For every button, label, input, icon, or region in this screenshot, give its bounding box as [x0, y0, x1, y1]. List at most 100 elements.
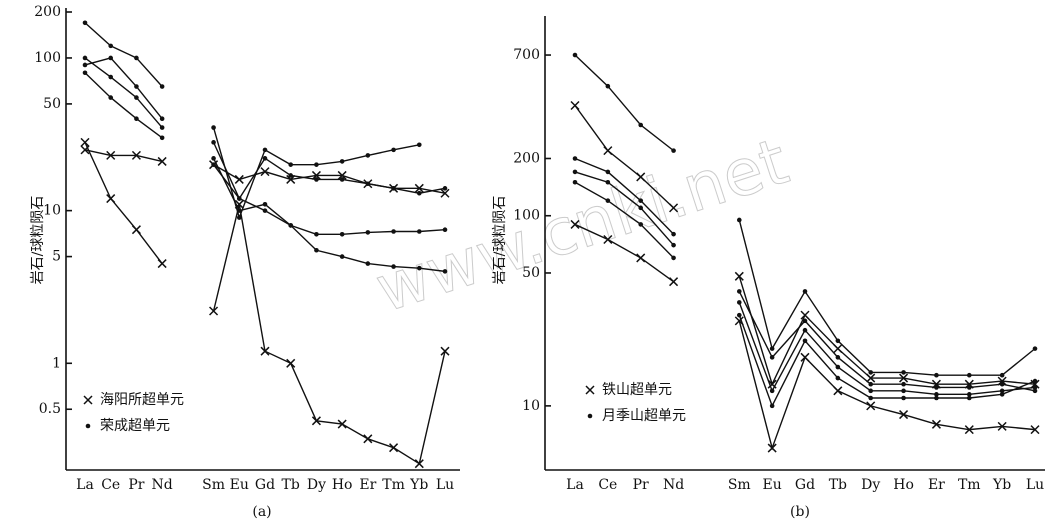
x-marker [83, 395, 93, 405]
dot-marker [868, 370, 874, 375]
dot-marker [966, 372, 972, 378]
series-line [574, 157, 1036, 392]
x-marker [234, 174, 244, 184]
x-marker [311, 416, 321, 426]
dot-marker [314, 231, 319, 237]
x-marker [866, 373, 876, 383]
x-stroke [636, 172, 646, 182]
dot-marker [901, 381, 906, 387]
x-stroke [414, 183, 424, 193]
dot-marker [802, 327, 808, 333]
dot-marker [391, 147, 396, 153]
dot-marker [391, 229, 396, 234]
x-tick-label: Eu [763, 477, 782, 493]
x-marker [209, 306, 219, 316]
x-stroke [570, 219, 580, 229]
x-stroke [603, 234, 613, 245]
dot-marker [108, 43, 114, 49]
x-tick-label: Yb [992, 477, 1011, 493]
dot-marker [769, 388, 775, 394]
x-tick-label: Lu [436, 477, 454, 493]
x-marker [311, 170, 321, 180]
x-stroke [899, 410, 909, 420]
x-marker [80, 145, 90, 155]
x-tick-label: Sm [728, 477, 751, 493]
dot-marker [572, 179, 578, 185]
x-marker [767, 443, 777, 453]
x-stroke [767, 443, 777, 453]
dot-marker [736, 217, 742, 223]
dot-marker [134, 84, 139, 89]
x-marker [389, 443, 399, 453]
x-marker [440, 346, 450, 356]
x-marker [636, 172, 646, 182]
dot-marker [442, 186, 448, 191]
x-marker [585, 385, 595, 395]
dot-marker [85, 423, 91, 429]
x-marker [997, 376, 1007, 386]
x-marker [260, 167, 270, 177]
dot-marker [339, 254, 345, 259]
dot-marker [391, 186, 396, 191]
dot-marker [769, 355, 775, 360]
x-tick-label: Nd [152, 477, 173, 493]
x-marker [866, 401, 876, 411]
dot-marker [605, 83, 611, 89]
dot-marker [769, 403, 775, 409]
dot-marker [868, 388, 874, 394]
x-stroke [964, 425, 974, 435]
dot-marker [638, 222, 644, 227]
dot-marker [1032, 346, 1038, 351]
dot-marker [134, 95, 139, 100]
x-stroke [286, 358, 296, 368]
dot-marker [365, 181, 371, 187]
x-stroke [106, 194, 116, 204]
series-line [574, 223, 1036, 451]
dot-marker [159, 84, 165, 89]
series-line [84, 142, 446, 465]
dot-marker [288, 162, 294, 167]
dot-marker [605, 169, 611, 175]
x-stroke [83, 395, 93, 405]
dot-marker [868, 395, 874, 401]
dot-marker [365, 230, 371, 235]
x-marker [106, 150, 116, 160]
dot-marker [934, 392, 939, 397]
dot-marker [82, 62, 88, 68]
y-tick-label: 100 [513, 208, 540, 224]
y-tick-label: 5 [52, 249, 61, 265]
x-stroke [311, 170, 321, 180]
x-stroke [997, 376, 1007, 386]
dot-marker [934, 372, 939, 378]
dot-marker [391, 264, 396, 269]
x-marker [603, 146, 613, 156]
legend-label: 荣成超单元 [100, 418, 170, 434]
x-stroke [131, 150, 141, 160]
dot-marker [835, 375, 841, 381]
dot-marker [901, 395, 906, 401]
x-tick-label: Sm [202, 477, 225, 493]
dot-marker [82, 20, 88, 26]
dot-marker [835, 364, 841, 370]
dot-marker [416, 265, 422, 271]
x-stroke [209, 306, 219, 316]
x-tick-label: Pr [128, 477, 144, 493]
x-stroke [833, 386, 843, 396]
dot-marker [802, 338, 808, 344]
x-stroke [570, 100, 580, 111]
dot-marker [572, 156, 578, 161]
series-line [574, 181, 1036, 408]
y-tick-label: 200 [513, 150, 540, 166]
x-marker [669, 203, 679, 213]
dot-marker [1032, 388, 1038, 394]
x-marker [106, 194, 116, 204]
watermark: www.cnki.net [367, 125, 796, 327]
dot-marker [605, 198, 611, 203]
dot-marker [835, 338, 841, 344]
x-marker [80, 137, 90, 147]
dot-marker [1032, 378, 1038, 384]
legend-label: 月季山超单元 [602, 408, 686, 424]
x-stroke [80, 145, 90, 155]
x-tick-label: Gd [795, 477, 815, 493]
dot-marker [134, 55, 139, 61]
